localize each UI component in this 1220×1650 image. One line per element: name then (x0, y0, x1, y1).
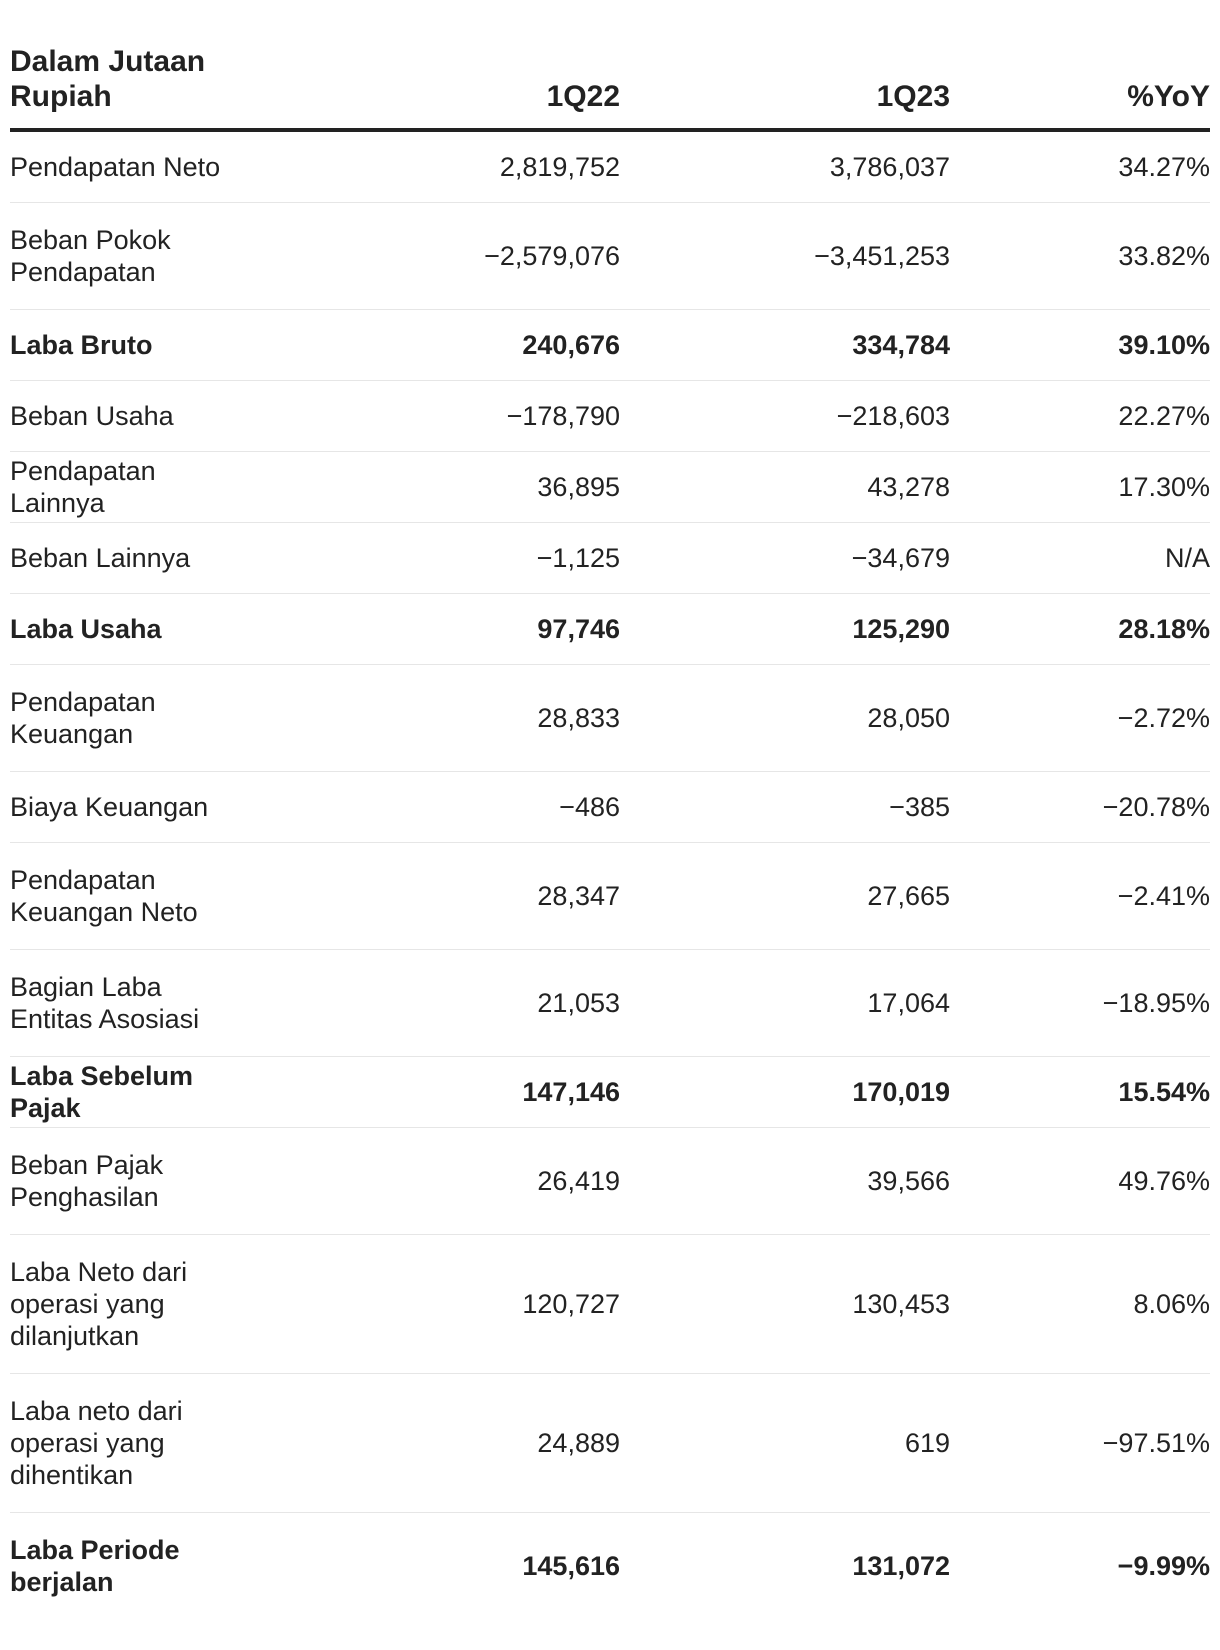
cell-1q23: 334,784 (620, 309, 950, 381)
cell-yoy: −97.51% (950, 1373, 1210, 1513)
row-label: Pendapatan Keuangan Neto (10, 842, 230, 950)
table-row: Laba Bruto 240,676 334,784 39.10% (10, 309, 1210, 381)
table-row: Pendapatan Keuangan Neto 28,347 27,665 −… (10, 842, 1210, 950)
header-yoy: %YoY (950, 30, 1210, 132)
table-header: Dalam Jutaan Rupiah 1Q22 1Q23 %YoY (10, 30, 1210, 132)
row-label: Laba neto dari operasi yang dihentikan (10, 1373, 230, 1513)
cell-1q22: 24,889 (230, 1373, 620, 1513)
cell-yoy: 33.82% (950, 202, 1210, 310)
cell-yoy: 39.10% (950, 309, 1210, 381)
row-label: Biaya Keuangan (10, 771, 230, 843)
cell-1q23: −3,451,253 (620, 202, 950, 310)
row-label: Pendapatan Neto (10, 130, 230, 203)
cell-1q23: 3,786,037 (620, 130, 950, 203)
cell-yoy: −18.95% (950, 949, 1210, 1057)
cell-1q23: 17,064 (620, 949, 950, 1057)
table-row: Laba Neto dari operasi yang dilanjutkan … (10, 1234, 1210, 1374)
cell-1q23: 130,453 (620, 1234, 950, 1374)
cell-yoy: −9.99% (1117, 1551, 1210, 1581)
row-label: Beban Pajak Penghasilan (10, 1127, 230, 1235)
cell-1q23: 131,072 (852, 1551, 950, 1581)
cell-1q23: 170,019 (620, 1056, 950, 1128)
cell-1q23: −218,603 (620, 380, 950, 452)
table-row: Laba Sebelum Pajak 147,146 170,019 15.54… (10, 1056, 1210, 1128)
row-label: Beban Pokok Pendapatan (10, 202, 230, 310)
cell-1q22: −486 (230, 771, 620, 843)
cell-yoy: 49.76% (950, 1127, 1210, 1235)
cell-1q22: 147,146 (230, 1056, 620, 1128)
table-row: Laba Usaha 97,746 125,290 28.18% (10, 593, 1210, 665)
cell-1q23: 28,050 (620, 664, 950, 772)
header-1q22: 1Q22 (230, 30, 620, 132)
cell-yoy: 15.54% (950, 1056, 1210, 1128)
cell-1q23: 619 (620, 1373, 950, 1513)
row-label: Laba Usaha (10, 593, 230, 665)
header-row: Dalam Jutaan Rupiah 1Q22 1Q23 %YoY (10, 30, 1210, 132)
cell-1q22: −1,125 (230, 522, 620, 594)
cell-1q22: 97,746 (230, 593, 620, 665)
cell-1q22: 36,895 (230, 451, 620, 523)
cell-1q22: −2,579,076 (230, 202, 620, 310)
row-label: Laba Sebelum Pajak (10, 1056, 230, 1128)
cell-1q22: 28,833 (230, 664, 620, 772)
cell-1q23: 27,665 (620, 842, 950, 950)
cell-1q22: 2,819,752 (230, 130, 620, 203)
table-row: Pendapatan Keuangan 28,833 28,050 −2.72% (10, 664, 1210, 772)
row-label: Pendapatan Lainnya (10, 451, 230, 523)
table-row: Laba Periode berjalan 145,616 131,072 −9… (10, 1513, 1210, 1620)
cell-1q23: 39,566 (620, 1127, 950, 1235)
row-label: Pendapatan Keuangan (10, 664, 230, 772)
table-row: Beban Usaha −178,790 −218,603 22.27% (10, 380, 1210, 452)
table-row: Beban Lainnya −1,125 −34,679 N/A (10, 522, 1210, 594)
header-label: Dalam Jutaan Rupiah (10, 30, 230, 132)
financial-table-container: Dalam Jutaan Rupiah 1Q22 1Q23 %YoY Penda… (10, 30, 1210, 1619)
cell-yoy: 34.27% (950, 130, 1210, 203)
header-1q23: 1Q23 (620, 30, 950, 132)
cell-yoy: 28.18% (950, 593, 1210, 665)
table-row: Bagian Laba Entitas Asosiasi 21,053 17,0… (10, 949, 1210, 1057)
table-row: Laba neto dari operasi yang dihentikan 2… (10, 1373, 1210, 1513)
cell-1q22: 240,676 (230, 309, 620, 381)
cell-1q22: 26,419 (230, 1127, 620, 1235)
cell-1q22: −178,790 (230, 380, 620, 452)
table-row: Beban Pajak Penghasilan 26,419 39,566 49… (10, 1127, 1210, 1235)
cell-1q22: 145,616 (522, 1551, 620, 1581)
table-row: Pendapatan Lainnya 36,895 43,278 17.30% (10, 451, 1210, 523)
cell-yoy: −2.72% (950, 664, 1210, 772)
cell-1q23: 43,278 (620, 451, 950, 523)
row-label: Laba Bruto (10, 309, 230, 381)
cell-1q23: −385 (620, 771, 950, 843)
row-label: Laba Neto dari operasi yang dilanjutkan (10, 1234, 230, 1374)
income-statement-table: Dalam Jutaan Rupiah 1Q22 1Q23 %YoY Penda… (10, 30, 1210, 1619)
cell-yoy: −2.41% (950, 842, 1210, 950)
row-label: Bagian Laba Entitas Asosiasi (10, 949, 230, 1057)
cell-yoy: 17.30% (950, 451, 1210, 523)
table-body: Pendapatan Neto 2,819,752 3,786,037 34.2… (10, 130, 1210, 1619)
table-row: Pendapatan Neto 2,819,752 3,786,037 34.2… (10, 130, 1210, 203)
cell-1q23: −34,679 (620, 522, 950, 594)
cell-1q23: 125,290 (620, 593, 950, 665)
table-row: Beban Pokok Pendapatan −2,579,076 −3,451… (10, 202, 1210, 310)
cell-1q22: 28,347 (230, 842, 620, 950)
cell-yoy: −20.78% (950, 771, 1210, 843)
table-row: Biaya Keuangan −486 −385 −20.78% (10, 771, 1210, 843)
cell-yoy: 8.06% (950, 1234, 1210, 1374)
row-label: Beban Lainnya (10, 522, 230, 594)
row-label: Laba Periode berjalan (10, 1535, 180, 1597)
row-label: Beban Usaha (10, 380, 230, 452)
cell-yoy: N/A (950, 522, 1210, 594)
cell-1q22: 120,727 (230, 1234, 620, 1374)
cell-1q22: 21,053 (230, 949, 620, 1057)
cell-yoy: 22.27% (950, 380, 1210, 452)
